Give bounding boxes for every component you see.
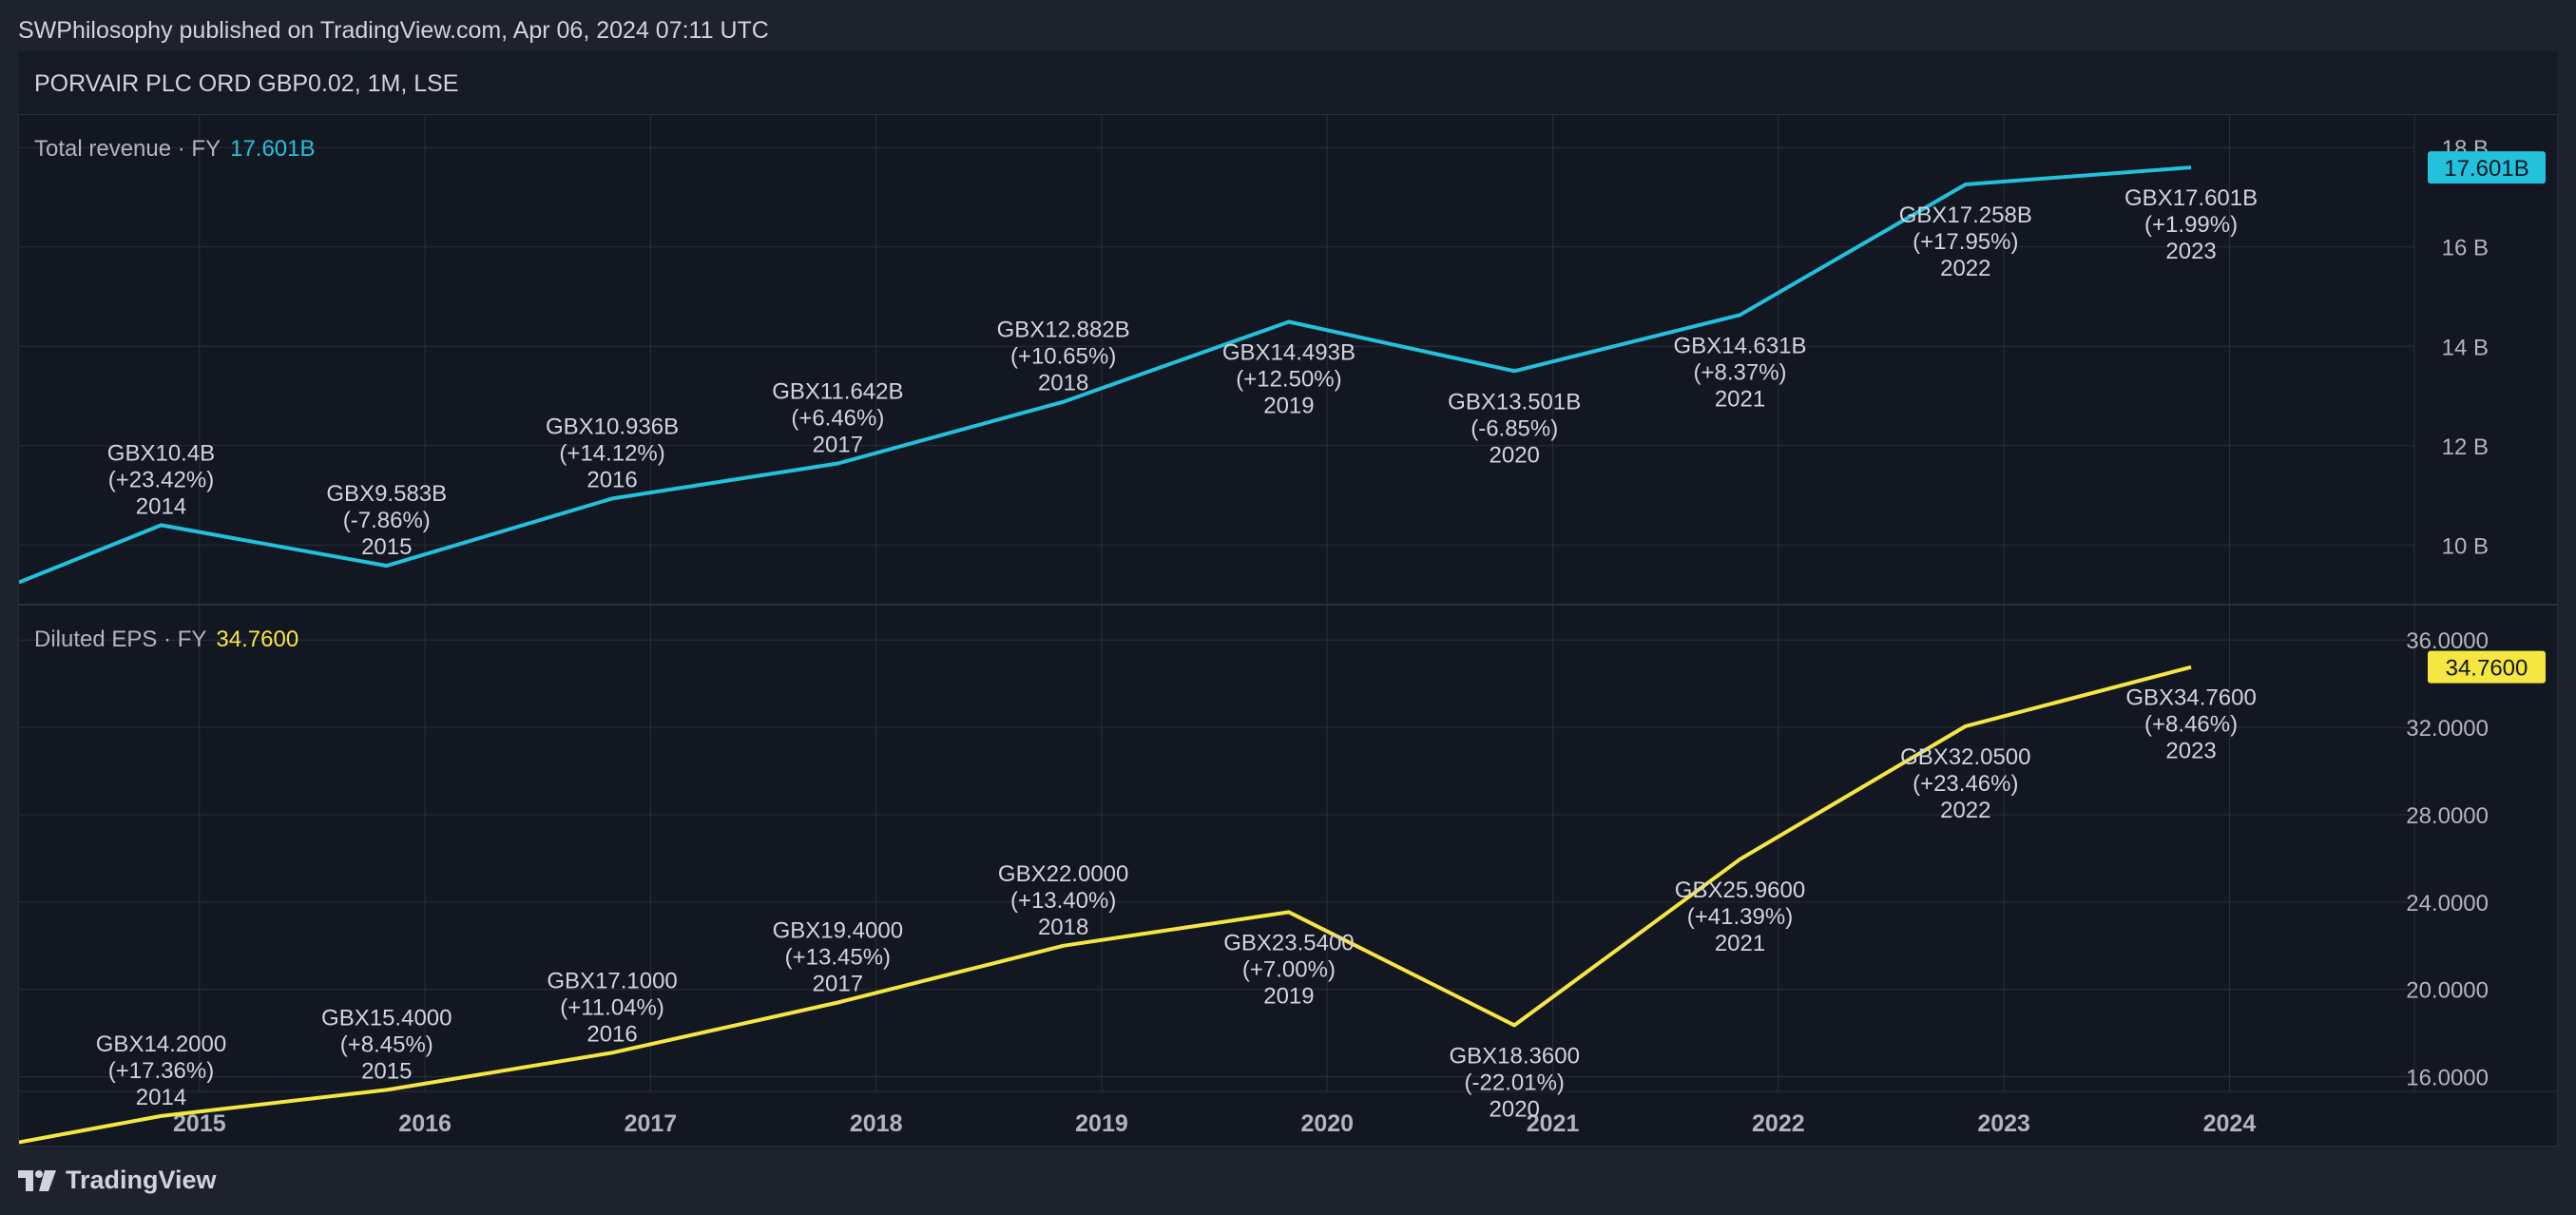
data-label: 2017 xyxy=(813,971,863,996)
symbol-title[interactable]: PORVAIR PLC ORD GBP0.02, 1M, LSE xyxy=(34,70,459,97)
data-label: (+10.65%) xyxy=(1010,344,1116,370)
data-label: GBX13.501B xyxy=(1448,389,1581,415)
revenue-series-line[interactable] xyxy=(19,165,2192,585)
y-tick-label: 28.0000 xyxy=(2406,803,2489,829)
y-tick-label: 14 B xyxy=(2442,335,2489,360)
data-label: 2023 xyxy=(2165,239,2216,264)
data-label: (+23.42%) xyxy=(108,467,214,492)
data-label: GBX10.4B xyxy=(107,440,215,466)
data-label: 2019 xyxy=(1263,393,1314,418)
data-label: (+23.46%) xyxy=(1913,771,2018,797)
data-label: GBX22.0000 xyxy=(998,861,1128,887)
eps-legend-label: Diluted EPS · FY xyxy=(34,627,207,652)
data-label: 2022 xyxy=(1940,256,1990,281)
data-label: 2015 xyxy=(361,534,412,560)
data-label: 2017 xyxy=(813,432,863,457)
last-value-badge-text: 17.601B xyxy=(2444,156,2528,182)
data-label: GBX10.936B xyxy=(546,414,679,439)
y-tick-label: 32.0000 xyxy=(2406,716,2489,742)
eps-legend-value: 34.7600 xyxy=(216,627,299,652)
revenue-legend-label: Total revenue · FY xyxy=(34,136,221,162)
y-tick-label: 20.0000 xyxy=(2406,978,2489,1004)
data-label: 2021 xyxy=(1715,931,1765,956)
data-label: (+13.45%) xyxy=(785,944,891,970)
data-label: 2021 xyxy=(1715,386,1765,412)
data-label: GBX19.4000 xyxy=(773,917,903,943)
data-label: (+11.04%) xyxy=(560,994,664,1020)
data-label: (+14.12%) xyxy=(559,440,664,466)
y-tick-label: 16.0000 xyxy=(2406,1066,2489,1091)
data-label: GBX18.3600 xyxy=(1450,1043,1580,1069)
x-tick-label: 2022 xyxy=(1752,1110,1805,1137)
data-label: (+17.36%) xyxy=(108,1058,214,1084)
eps-legend[interactable]: Diluted EPS · FY 34.7600 xyxy=(34,627,298,653)
data-label: 2016 xyxy=(586,467,637,492)
symbol-bar xyxy=(18,51,2558,115)
data-label: 2014 xyxy=(136,1085,186,1110)
data-label: (+7.00%) xyxy=(1242,956,1336,982)
data-label: 2019 xyxy=(1263,983,1314,1009)
data-label: (+12.50%) xyxy=(1236,366,1341,392)
data-label: (+8.37%) xyxy=(1693,359,1786,385)
eps-series-line[interactable] xyxy=(19,665,2192,1145)
y-tick-label: 10 B xyxy=(2442,533,2489,559)
data-label: (+8.46%) xyxy=(2144,712,2238,738)
data-label: GBX34.7600 xyxy=(2125,685,2256,711)
data-label: 2018 xyxy=(1038,371,1088,396)
data-label: (+8.45%) xyxy=(340,1032,433,1057)
data-label: 2015 xyxy=(361,1058,412,1084)
data-label: 2014 xyxy=(136,493,186,519)
data-label: GBX17.258B xyxy=(1899,202,2032,228)
y-tick-label: 16 B xyxy=(2442,236,2489,261)
x-tick-label: 2019 xyxy=(1075,1110,1128,1137)
tradingview-brand: TradingView xyxy=(66,1166,217,1194)
data-label: GBX9.583B xyxy=(326,481,447,507)
data-label: GBX14.631B xyxy=(1673,333,1806,358)
x-tick-label: 2023 xyxy=(1977,1110,2030,1137)
data-label: GBX11.642B xyxy=(772,378,903,404)
data-label: (+17.95%) xyxy=(1913,229,2018,255)
data-label: GBX12.882B xyxy=(997,318,1130,343)
revenue-legend[interactable]: Total revenue · FY 17.601B xyxy=(34,136,316,163)
data-label: GBX17.1000 xyxy=(547,968,677,993)
data-label: (+6.46%) xyxy=(791,405,884,431)
publish-info: SWPhilosophy published on TradingView.co… xyxy=(18,17,769,44)
data-label: GBX14.493B xyxy=(1222,339,1355,365)
data-label: GBX17.601B xyxy=(2124,185,2258,211)
last-value-badge[interactable] xyxy=(2428,650,2546,684)
data-label: GBX32.0500 xyxy=(1900,744,2030,770)
revenue-legend-value: 17.601B xyxy=(230,136,316,162)
data-label: GBX14.2000 xyxy=(96,1032,226,1057)
chart-frame xyxy=(18,51,2558,1147)
data-label: 2022 xyxy=(1940,798,1990,823)
y-tick-label: 36.0000 xyxy=(2406,628,2489,654)
y-tick-label: 24.0000 xyxy=(2406,891,2489,916)
data-label: (-22.01%) xyxy=(1465,1070,1565,1095)
data-label: 2020 xyxy=(1490,442,1540,468)
data-label: (+13.40%) xyxy=(1010,888,1116,914)
x-tick-label: 2020 xyxy=(1300,1110,1354,1137)
data-label: 2016 xyxy=(586,1021,637,1047)
data-label: GBX25.9600 xyxy=(1675,878,1805,903)
data-label: GBX15.4000 xyxy=(321,1005,452,1031)
data-label: 2020 xyxy=(1490,1096,1540,1122)
data-label: 2023 xyxy=(2165,739,2216,764)
tradingview-logo[interactable]: TradingView xyxy=(18,1166,217,1195)
x-tick-label: 2016 xyxy=(398,1110,452,1137)
last-value-badge-text: 34.7600 xyxy=(2446,656,2528,682)
data-label: 2018 xyxy=(1038,915,1088,940)
x-tick-label: 2024 xyxy=(2203,1110,2257,1137)
x-tick-label: 2021 xyxy=(1527,1110,1580,1137)
data-label: (+41.39%) xyxy=(1687,904,1793,930)
data-label: (+1.99%) xyxy=(2144,212,2238,238)
data-label: GBX23.5400 xyxy=(1223,930,1354,955)
x-tick-label: 2017 xyxy=(625,1110,678,1137)
data-label: (-6.85%) xyxy=(1471,415,1558,441)
x-tick-label: 2018 xyxy=(850,1110,903,1137)
y-tick-label: 12 B xyxy=(2442,434,2489,460)
tradingview-logo-icon xyxy=(18,1169,56,1191)
data-label: (-7.86%) xyxy=(343,508,431,533)
last-value-badge[interactable] xyxy=(2428,151,2546,184)
